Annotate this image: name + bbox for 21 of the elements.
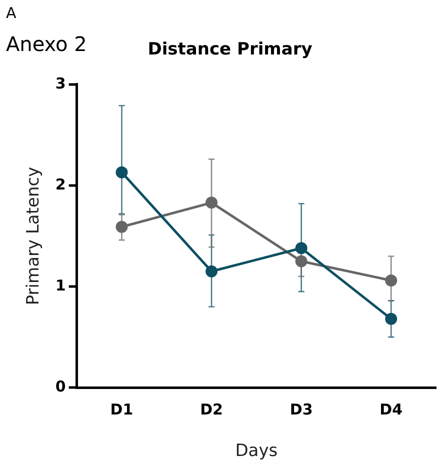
point: [116, 220, 128, 233]
x-tick-label: D2: [200, 400, 223, 418]
y-tick-label: 1: [55, 276, 66, 294]
point: [295, 242, 308, 254]
chart-title: Distance Primary: [148, 40, 312, 60]
point: [295, 255, 308, 268]
text: A: [6, 4, 16, 22]
y-axis-title: Primary Latency: [24, 166, 44, 306]
point: [385, 274, 398, 286]
point: [206, 265, 218, 278]
y-tick-label: 3: [55, 74, 66, 92]
text: Anexo 2: [6, 32, 87, 56]
y-tick-label: 2: [55, 175, 66, 194]
point: [385, 312, 398, 325]
y-tick-label: 0: [55, 377, 66, 396]
x-tick-label: D1: [110, 400, 134, 418]
point: [116, 166, 128, 178]
x-axis-title: Days: [235, 441, 278, 462]
point: [206, 196, 218, 209]
x-tick-label: D4: [380, 400, 403, 418]
x-tick-label: D3: [290, 400, 313, 418]
